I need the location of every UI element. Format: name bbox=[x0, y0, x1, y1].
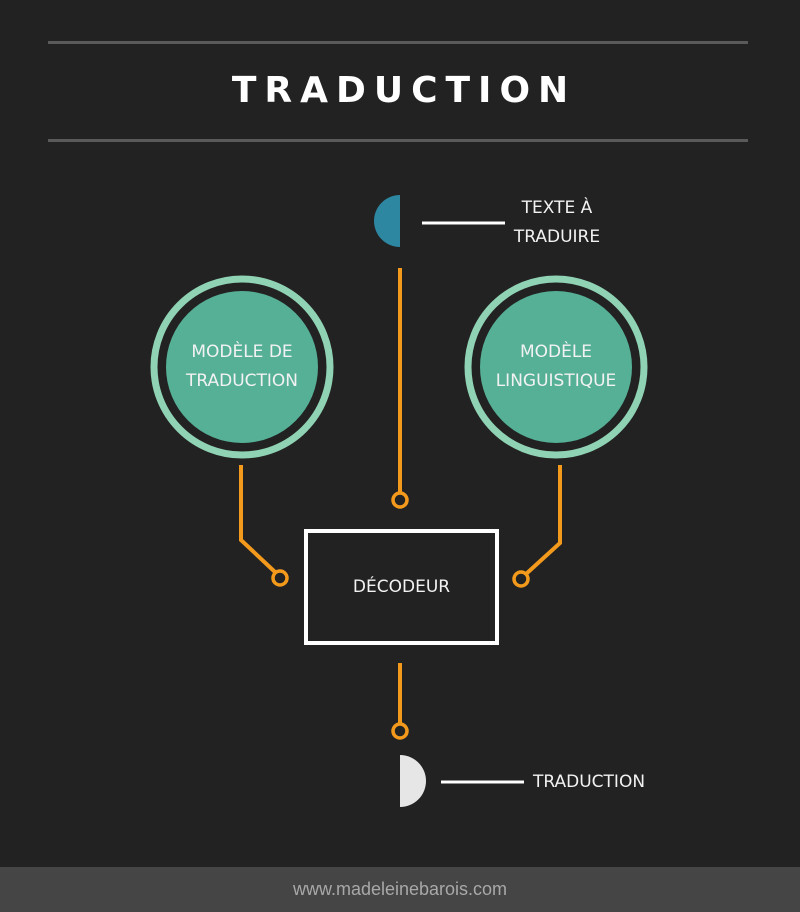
decoder-box bbox=[304, 529, 499, 645]
language-model-label: MODÈLE LINGUISTIQUE bbox=[471, 338, 641, 396]
output-marker-icon bbox=[400, 755, 426, 807]
output-label: TRADUCTION bbox=[533, 772, 646, 792]
connector-translation-model-to-decoder bbox=[239, 465, 277, 574]
language-model-circle bbox=[464, 275, 648, 459]
input-label: TEXTE À TRADUIRE bbox=[512, 194, 602, 252]
connector-node-right bbox=[512, 570, 530, 588]
input-label-line1: TEXTE À bbox=[521, 198, 593, 218]
language-model-label-line2: LINGUISTIQUE bbox=[495, 371, 617, 391]
translation-model-label-line1: MODÈLE DE bbox=[191, 342, 293, 362]
translation-model-label-line2: TRADUCTION bbox=[185, 371, 299, 391]
input-marker-icon bbox=[374, 195, 400, 247]
translation-model-circle bbox=[150, 275, 334, 459]
page-title: TRADUCTION bbox=[231, 70, 577, 111]
connector-language-model-to-decoder bbox=[524, 465, 562, 576]
connector-node-top bbox=[391, 491, 409, 509]
decoder-label: DÉCODEUR bbox=[352, 577, 451, 597]
language-model-label-line1: MODÈLE bbox=[519, 342, 593, 362]
translation-model-label: MODÈLE DE TRADUCTION bbox=[157, 338, 327, 396]
connector-node-left bbox=[271, 569, 289, 587]
footer-url[interactable]: www.madeleinebarois.com bbox=[0, 867, 800, 912]
connector-node-bottom bbox=[391, 722, 409, 740]
input-label-line2: TRADUIRE bbox=[513, 227, 601, 247]
top-rule bbox=[48, 41, 748, 44]
title-underline-rule bbox=[48, 139, 748, 142]
